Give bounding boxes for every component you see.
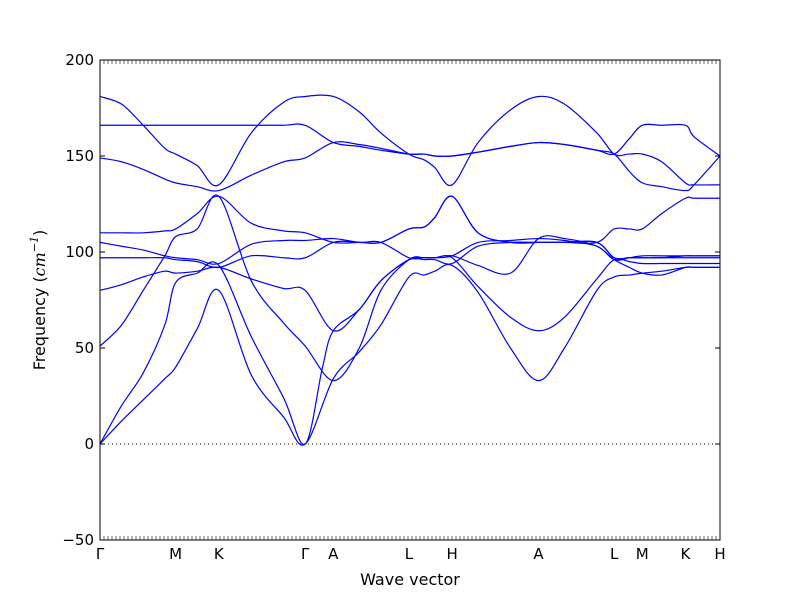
y-axis-label-prefix: Frequency (: [30, 276, 49, 370]
phonon-band-7: [100, 195, 720, 244]
x-tick-label: A: [533, 545, 544, 563]
x-tick-label: H: [446, 545, 457, 563]
y-axis-label-exponent: −1: [28, 236, 41, 252]
x-axis-label: Wave vector: [360, 570, 460, 589]
phonon-band-9: [100, 123, 721, 157]
x-tick-label: K: [214, 545, 225, 563]
phonon-band-6: [99, 237, 720, 265]
x-tick-label: L: [610, 545, 619, 563]
phonon-bands: [99, 94, 721, 446]
phonon-band-1: [99, 264, 720, 446]
x-tick-label: K: [681, 545, 692, 563]
plot-area: [100, 60, 720, 540]
x-tick-label: M: [636, 545, 649, 563]
y-tick-label: −50: [62, 531, 94, 549]
phonon-band-10: [99, 94, 721, 187]
x-tick-label: L: [405, 545, 414, 563]
y-tick-label: 100: [65, 243, 94, 261]
x-tick-label: Γ: [96, 545, 105, 563]
y-axis-label: Frequency (cm−1): [28, 230, 49, 371]
y-tick-label: 0: [84, 435, 94, 453]
y-tick-label: 150: [65, 147, 94, 165]
y-axis-label-suffix: ): [30, 230, 49, 236]
x-tick-label: M: [169, 545, 182, 563]
y-tick-label: 50: [75, 339, 94, 357]
x-tick-label: Γ: [301, 545, 310, 563]
plot-frame: [99, 59, 721, 541]
y-axis-ticks: −50 0 50 100 150 200: [62, 51, 720, 549]
y-tick-label: 200: [65, 51, 94, 69]
x-tick-label: H: [714, 545, 725, 563]
minor-ticks: [99, 60, 721, 540]
x-tick-label: A: [328, 545, 339, 563]
y-axis-label-unit: cm: [30, 252, 49, 276]
